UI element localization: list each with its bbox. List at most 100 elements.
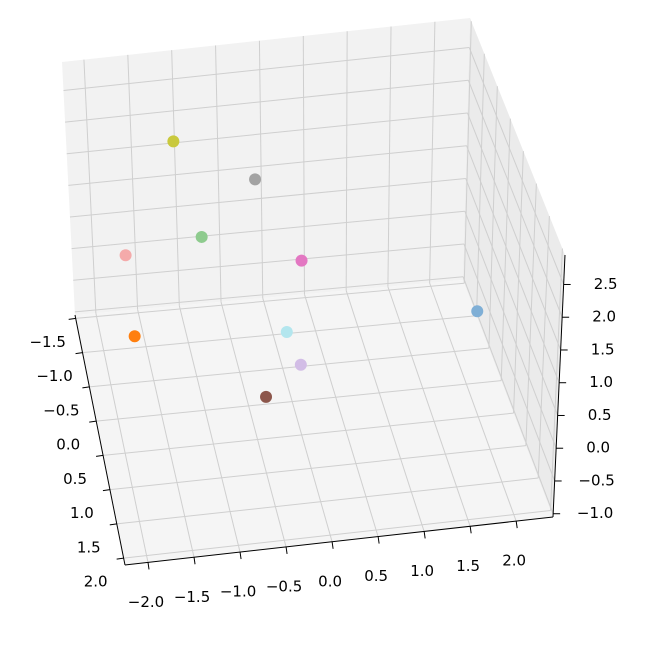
grid-line — [103, 412, 514, 456]
grid-line — [513, 151, 524, 414]
grid-line — [463, 21, 472, 284]
grid-line — [468, 47, 565, 285]
axis-line — [124, 516, 554, 566]
y-tick-label: 2.0 — [84, 573, 108, 591]
grid-line — [537, 216, 550, 479]
x-tick-label: −0.5 — [266, 577, 302, 595]
grid-line — [303, 294, 379, 537]
x-tick-label: 1.5 — [456, 557, 480, 575]
z-tick-label: 2.0 — [592, 308, 616, 326]
z-tick-label: 2.5 — [594, 275, 618, 293]
grid-line — [82, 315, 477, 354]
grid-line — [488, 86, 498, 349]
z-tick-label: 1.0 — [589, 373, 613, 391]
grid-line — [66, 112, 468, 155]
grid-line — [71, 210, 465, 250]
tick-mark — [515, 521, 518, 529]
grid-line — [74, 276, 464, 313]
grid-line — [83, 59, 97, 314]
z-tick-label: 0.0 — [586, 439, 610, 457]
grid-line — [63, 46, 470, 91]
grid-line — [429, 282, 517, 522]
z-tick-label: 0.5 — [588, 406, 612, 424]
grid-line — [464, 211, 557, 449]
point — [128, 330, 141, 343]
y-tick-label: 0.0 — [56, 436, 80, 454]
grid-line — [127, 54, 139, 310]
grid-line — [302, 35, 305, 295]
grid-line — [387, 26, 392, 287]
grid-line — [262, 297, 333, 542]
tick-mark — [285, 546, 288, 555]
grid-line — [220, 301, 287, 548]
grid-line — [345, 31, 348, 291]
grid-line — [69, 177, 466, 218]
grid-line — [500, 118, 511, 381]
tick-mark — [331, 541, 334, 549]
grid-line — [429, 21, 436, 284]
grid-line — [95, 313, 149, 563]
y-tick-label: −1.5 — [29, 333, 65, 351]
grid-line — [345, 290, 425, 532]
y-tick-label: −1.0 — [36, 367, 72, 385]
grid-line — [463, 243, 556, 482]
tick-mark — [147, 562, 150, 570]
axis-line — [552, 254, 566, 518]
tick-mark — [75, 352, 83, 355]
point — [167, 135, 180, 148]
x-tick-label: −1.5 — [174, 588, 210, 606]
y-tick-label: 0.5 — [63, 470, 87, 488]
point — [295, 254, 308, 267]
point — [119, 249, 132, 262]
grid-line — [215, 45, 222, 302]
grid-line — [123, 510, 551, 559]
y-tick-label: 1.0 — [70, 504, 94, 522]
tick-mark — [469, 526, 472, 534]
grid-line — [466, 112, 562, 351]
tick-mark — [89, 420, 97, 423]
z-tick-label: 1.5 — [591, 340, 615, 358]
grid-line — [96, 380, 502, 422]
tick-mark — [68, 317, 76, 320]
tick-mark — [102, 489, 111, 492]
grid-line — [467, 80, 563, 318]
grid-line — [73, 243, 465, 281]
grid-line — [466, 145, 560, 383]
point — [471, 305, 484, 318]
grid-line — [387, 286, 471, 527]
tick-mark — [96, 454, 104, 457]
y-tick-label: −0.5 — [43, 401, 79, 419]
tick-mark — [239, 552, 242, 560]
point — [249, 173, 262, 186]
tick-mark — [116, 557, 124, 560]
grid-line — [116, 477, 539, 525]
grid-line — [525, 183, 537, 446]
x-tick-label: 2.0 — [502, 552, 526, 570]
grid-line — [137, 309, 195, 558]
grid-line — [465, 178, 559, 416]
axis-line — [74, 314, 126, 566]
grid-line — [75, 282, 465, 319]
point — [280, 325, 293, 338]
x-tick-label: 0.0 — [318, 572, 342, 590]
x-tick-label: −2.0 — [128, 593, 164, 611]
grid-line — [476, 53, 485, 316]
point — [260, 390, 273, 403]
grid-line — [550, 248, 563, 511]
point — [195, 230, 208, 243]
z-tick-label: −0.5 — [578, 471, 614, 489]
floor-pane — [75, 280, 553, 565]
grid-line — [65, 79, 469, 123]
grid-line — [68, 145, 467, 186]
y-tick-label: 1.5 — [77, 538, 101, 556]
back-pane — [62, 18, 470, 315]
grid-line — [89, 347, 489, 388]
x-tick-label: 0.5 — [364, 567, 388, 585]
tick-mark — [109, 523, 117, 526]
tick-mark — [423, 531, 426, 539]
tick-mark — [82, 386, 90, 389]
tick-mark — [377, 536, 380, 544]
tick-mark — [193, 557, 196, 565]
grid-line — [178, 305, 241, 553]
